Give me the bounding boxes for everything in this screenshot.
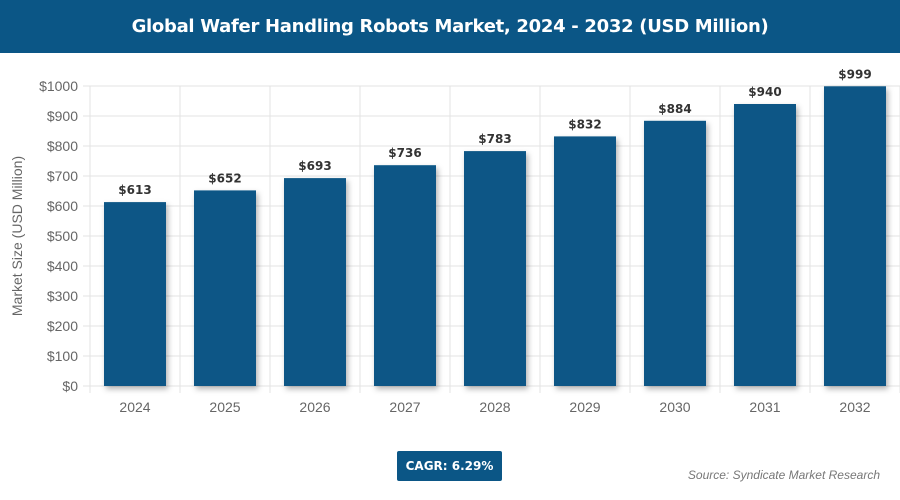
x-tick-label: 2030 — [659, 399, 690, 415]
y-tick-label: $500 — [47, 228, 78, 244]
bar-2025[interactable] — [194, 190, 256, 386]
bar-2032[interactable] — [824, 86, 886, 387]
y-tick-label: $800 — [47, 138, 78, 154]
data-label: $884 — [658, 102, 691, 116]
source-note: Source: Syndicate Market Research — [687, 468, 880, 482]
bar-2024[interactable] — [104, 202, 166, 386]
y-tick-label: $0 — [62, 378, 78, 394]
bar-2026[interactable] — [284, 178, 346, 386]
y-axis-label: Market Size (USD Million) — [9, 156, 25, 316]
bar-2029[interactable] — [554, 136, 616, 386]
x-tick-label: 2028 — [479, 399, 510, 415]
x-tick-label: 2027 — [389, 399, 420, 415]
x-tick-label: 2032 — [839, 399, 870, 415]
chart-title: Global Wafer Handling Robots Market, 202… — [0, 0, 900, 53]
data-label: $783 — [478, 132, 511, 146]
bar-2030[interactable] — [644, 120, 706, 387]
y-tick-label: $400 — [47, 258, 78, 274]
x-tick-label: 2025 — [209, 399, 240, 415]
y-tick-label: $1000 — [39, 78, 78, 94]
data-label: $652 — [208, 171, 241, 185]
y-tick-label: $700 — [47, 168, 78, 184]
data-label: $999 — [838, 67, 871, 81]
y-tick-label: $300 — [47, 288, 78, 304]
y-tick-label: $100 — [47, 348, 78, 364]
y-tick-label: $600 — [47, 198, 78, 214]
bar-2028[interactable] — [464, 151, 526, 386]
data-label: $693 — [298, 159, 331, 173]
data-label: $613 — [118, 183, 151, 197]
y-tick-label: $200 — [47, 318, 78, 334]
y-tick-label: $900 — [47, 108, 78, 124]
data-label: $736 — [388, 146, 421, 160]
bar-chart: Market Size (USD Million) $0 $100 $200 $300… — [9, 67, 900, 415]
data-label: $940 — [748, 85, 781, 99]
x-tick-label: 2029 — [569, 399, 600, 415]
bar-2027[interactable] — [374, 165, 436, 386]
data-label: $832 — [568, 117, 601, 131]
cagr-badge: CAGR: 6.29% — [397, 451, 502, 481]
x-tick-label: 2031 — [749, 399, 780, 415]
x-tick-label: 2024 — [119, 399, 150, 415]
bar-2031[interactable] — [734, 104, 796, 386]
x-tick-label: 2026 — [299, 399, 330, 415]
